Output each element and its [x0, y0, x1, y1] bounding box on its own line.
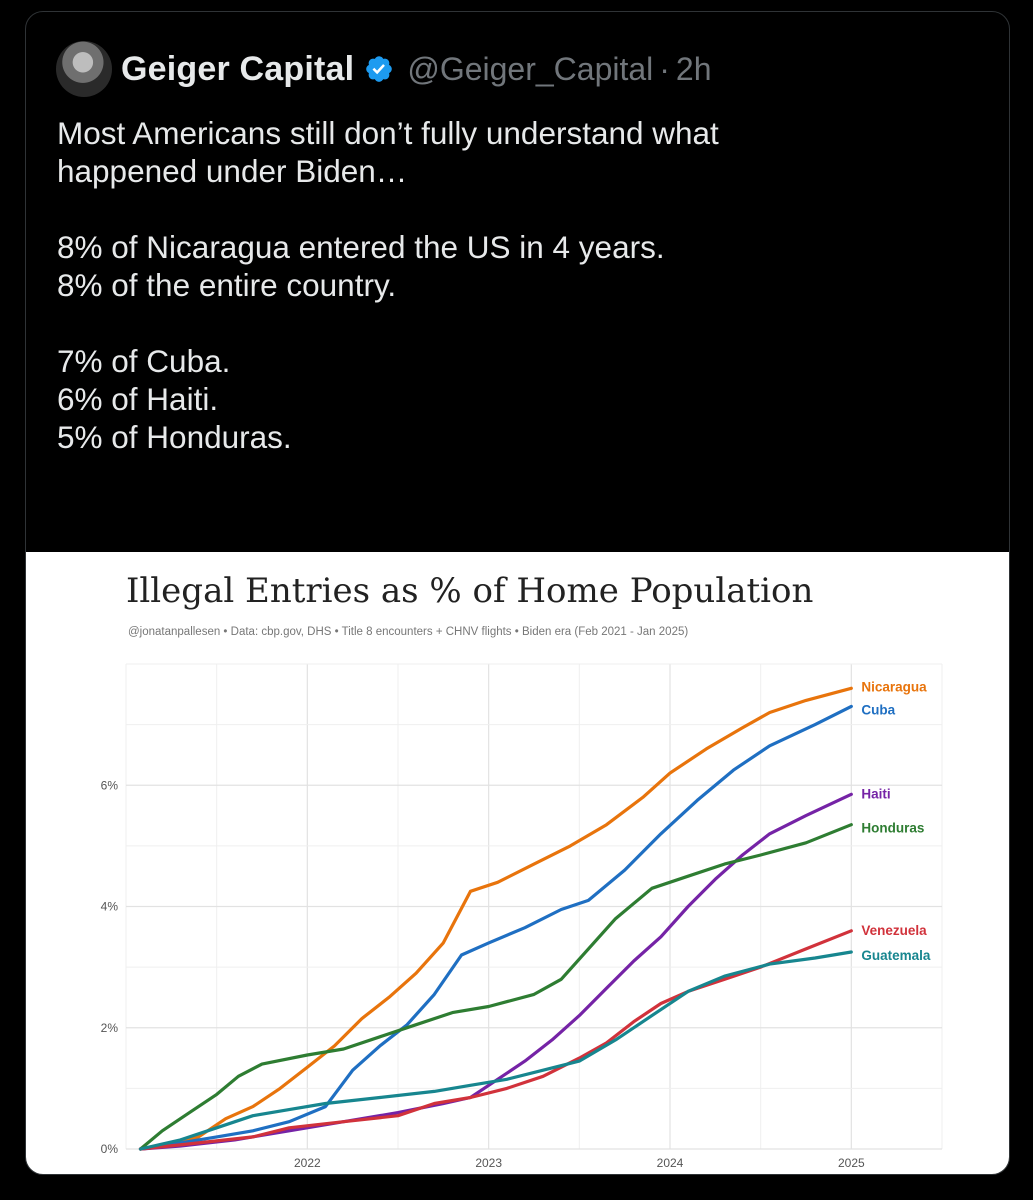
chart-legend: Nicaragua Cuba Haiti Honduras Venezuela Guate… [861, 679, 931, 963]
tweet-text: Most Americans still don’t fully underst… [57, 114, 987, 456]
y-tick-label: 0% [101, 1142, 119, 1156]
chart-image[interactable]: Illegal Entries as % of Home Population … [26, 552, 1009, 1174]
series-label-haiti: Haiti [861, 786, 890, 801]
author-name[interactable]: Geiger Capital [121, 49, 355, 88]
y-tick-label: 4% [101, 900, 119, 914]
tweet-card[interactable]: Geiger Capital @Geiger_Capital · 2h Most… [25, 11, 1010, 1175]
series-label-cuba: Cuba [861, 702, 895, 717]
series-label-nicaragua: Nicaragua [861, 679, 927, 694]
tweet-time[interactable]: 2h [675, 50, 712, 87]
tweet-line: 5% of Honduras. [57, 419, 292, 455]
author-handle[interactable]: @Geiger_Capital [407, 50, 654, 87]
tweet-header: Geiger Capital @Geiger_Capital · 2h [56, 41, 712, 97]
tweet-line: 8% of Nicaragua entered the US in 4 year… [57, 229, 665, 265]
series-line-guatemala [138, 950, 853, 1151]
series-line-honduras [138, 823, 853, 1151]
tweet-line: Most Americans still don’t fully underst… [57, 115, 719, 151]
tweet-line: 8% of the entire country. [57, 267, 397, 303]
tweet-line: 7% of Cuba. [57, 343, 231, 379]
paragraph-gap [57, 190, 987, 228]
chart-grid [125, 663, 943, 1150]
series-label-honduras: Honduras [861, 821, 924, 836]
chart-axis-labels: 0% 2% 4% 6% 2022 2023 2024 2025 [101, 778, 865, 1170]
separator-dot: · [659, 50, 670, 87]
series-line-cuba [138, 704, 853, 1151]
paragraph-gap [57, 304, 987, 342]
x-tick-label: 2025 [838, 1156, 865, 1170]
line-chart: Illegal Entries as % of Home Population … [101, 571, 943, 1170]
chart-subtitle: @jonatanpallesen • Data: cbp.gov, DHS • … [128, 626, 688, 638]
series-line-nicaragua [138, 686, 853, 1151]
avatar[interactable] [56, 41, 112, 97]
y-tick-label: 6% [101, 778, 119, 792]
verified-badge-icon[interactable] [364, 54, 394, 84]
chart-title: Illegal Entries as % of Home Population [126, 571, 813, 611]
series-label-venezuela: Venezuela [861, 923, 927, 938]
chart-series [138, 686, 853, 1151]
series-label-guatemala: Guatemala [861, 948, 931, 963]
x-tick-label: 2022 [294, 1156, 321, 1170]
x-tick-label: 2024 [657, 1156, 684, 1170]
series-line-venezuela [138, 929, 853, 1151]
x-tick-label: 2023 [475, 1156, 502, 1170]
tweet-line: 6% of Haiti. [57, 381, 219, 417]
tweet-line: happened under Biden… [57, 153, 408, 189]
y-tick-label: 2% [101, 1021, 119, 1035]
